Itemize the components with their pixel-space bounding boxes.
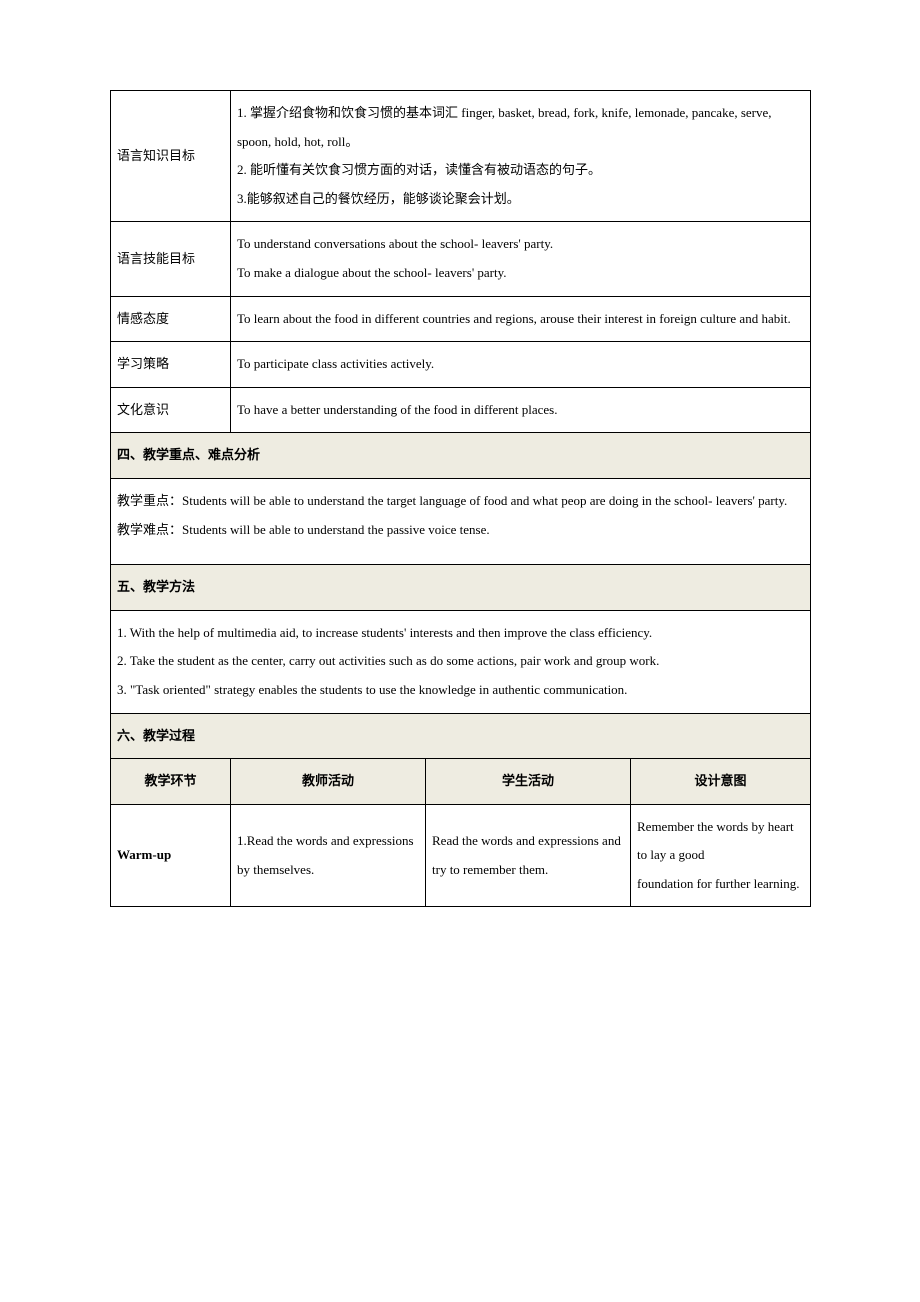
col-header-stage: 教学环节 [111,759,231,805]
content-language-skill: To understand conversations about the sc… [231,222,811,296]
row-attitude: 情感态度 To learn about the food in differen… [111,296,811,342]
row-keypoints-content: 教学重点：Students will be able to understand… [111,478,811,564]
header-methods: 五、教学方法 [111,565,811,611]
lesson-plan-table: 语言知识目标 1. 掌握介绍食物和饮食习惯的基本词汇 finger, baske… [110,90,811,907]
col-header-intent: 设计意图 [631,759,811,805]
content-language-knowledge: 1. 掌握介绍食物和饮食习惯的基本词汇 finger, basket, brea… [231,91,811,222]
row-culture: 文化意识 To have a better understanding of t… [111,387,811,433]
label-strategy: 学习策略 [111,342,231,388]
content-culture: To have a better understanding of the fo… [231,387,811,433]
label-culture: 文化意识 [111,387,231,433]
header-process: 六、教学过程 [111,713,811,759]
section-header-4: 四、教学重点、难点分析 [111,433,811,479]
process-row-warmup: Warm-up 1.Read the words and expressions… [111,804,811,907]
row-strategy: 学习策略 To participate class activities act… [111,342,811,388]
row-language-skill: 语言技能目标 To understand conversations about… [111,222,811,296]
header-keypoints: 四、教学重点、难点分析 [111,433,811,479]
content-methods: 1. With the help of multimedia aid, to i… [111,610,811,713]
content-attitude: To learn about the food in different cou… [231,296,811,342]
warmup-stage-label: Warm-up [111,804,231,907]
content-keypoints: 教学重点：Students will be able to understand… [111,478,811,564]
label-language-knowledge: 语言知识目标 [111,91,231,222]
section-header-5: 五、教学方法 [111,565,811,611]
warmup-teacher: 1.Read the words and expressions by them… [231,804,426,907]
col-header-student: 学生活动 [426,759,631,805]
label-attitude: 情感态度 [111,296,231,342]
label-language-skill: 语言技能目标 [111,222,231,296]
content-strategy: To participate class activities actively… [231,342,811,388]
process-subheader-row: 教学环节 教师活动 学生活动 设计意图 [111,759,811,805]
row-language-knowledge: 语言知识目标 1. 掌握介绍食物和饮食习惯的基本词汇 finger, baske… [111,91,811,222]
section-header-6: 六、教学过程 [111,713,811,759]
warmup-student: Read the words and expressions and try t… [426,804,631,907]
row-methods-content: 1. With the help of multimedia aid, to i… [111,610,811,713]
col-header-teacher: 教师活动 [231,759,426,805]
warmup-intent: Remember the words by heart to lay a goo… [631,804,811,907]
